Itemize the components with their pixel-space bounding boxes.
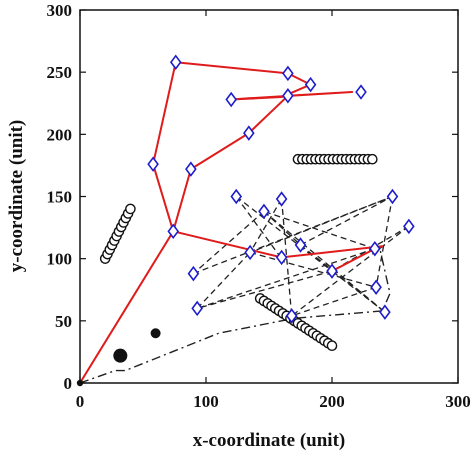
diamond-marker [185, 161, 197, 177]
dashed-path-segment [197, 270, 333, 310]
diamond-marker [403, 218, 415, 235]
dashed-path-segment [291, 286, 377, 317]
diamond-marker [282, 65, 294, 82]
dashed-path-segment [263, 210, 386, 313]
dashed-path-segment [263, 210, 376, 250]
diamond-marker-layer [147, 54, 415, 324]
x-tick-label: 100 [193, 392, 219, 411]
axes-layer: 0 100 200 300 0 50 100 150 200 250 300 [47, 1, 471, 411]
diamond-marker [243, 125, 255, 141]
dashed-path-segment [193, 195, 393, 275]
diamond-marker [294, 237, 307, 253]
diamond-marker [355, 84, 367, 100]
dashed-path-segment [196, 248, 376, 310]
red-path-layer [79, 61, 384, 384]
x-axis-title: x-coordinate (unit) [193, 430, 346, 451]
diamond-marker [167, 223, 180, 240]
open-circle-marker [125, 203, 136, 215]
y-tick-label: 100 [47, 250, 73, 269]
dashdot-path [79, 248, 391, 384]
circle-marker-layer [76, 153, 378, 387]
diamond-marker [147, 156, 159, 172]
diamond-marker [369, 240, 381, 257]
diamond-marker [379, 304, 391, 320]
x-tick-label: 0 [76, 392, 85, 411]
dashed-path-layer [192, 195, 410, 317]
dashed-path-segment [291, 225, 410, 317]
diamond-marker [326, 263, 338, 279]
diamond-marker [386, 188, 399, 205]
filled-circle-marker [150, 328, 161, 339]
red-path [79, 61, 384, 384]
y-tick-label: 200 [47, 125, 73, 144]
y-tick-label: 150 [47, 188, 73, 207]
diamond-marker [225, 91, 238, 108]
y-axis-title: y-coordinate (unit) [6, 120, 27, 273]
dashed-path-segment [300, 195, 393, 246]
y-tick-label: 300 [47, 1, 73, 20]
dashed-path-segment [196, 252, 251, 309]
diamond-marker [275, 249, 288, 266]
dashed-path-segment [249, 198, 283, 253]
diamond-marker [282, 88, 294, 104]
open-circle-marker [326, 340, 338, 352]
diamond-marker [258, 203, 270, 220]
open-circle-marker [367, 153, 378, 165]
diamond-marker [244, 244, 256, 261]
diamond-marker [191, 300, 203, 317]
y-tick-label: 250 [47, 63, 73, 82]
dashed-path-segment [235, 196, 283, 260]
x-tick-label: 300 [445, 392, 471, 411]
diamond-marker [275, 191, 288, 207]
diamond-marker [187, 265, 200, 282]
diamond-marker [304, 76, 317, 93]
dashed-path-segment [263, 210, 301, 246]
dashed-path-segment [300, 244, 386, 313]
dashed-path-segment [249, 195, 393, 254]
diamond-marker [370, 279, 382, 295]
diamond-marker [169, 54, 182, 70]
dashed-path-segment [375, 196, 394, 288]
y-tick-label: 0 [64, 374, 73, 393]
dashdot-path-layer [79, 248, 391, 384]
diamond-marker [285, 308, 298, 324]
y-tick-label: 50 [55, 312, 72, 331]
x-tick-label: 200 [319, 392, 345, 411]
plot-frame [79, 9, 459, 384]
dashed-path-segment [249, 251, 377, 288]
dashed-path-segment [192, 210, 265, 275]
diamond-marker [230, 188, 243, 205]
filled-circle-marker [113, 348, 128, 363]
